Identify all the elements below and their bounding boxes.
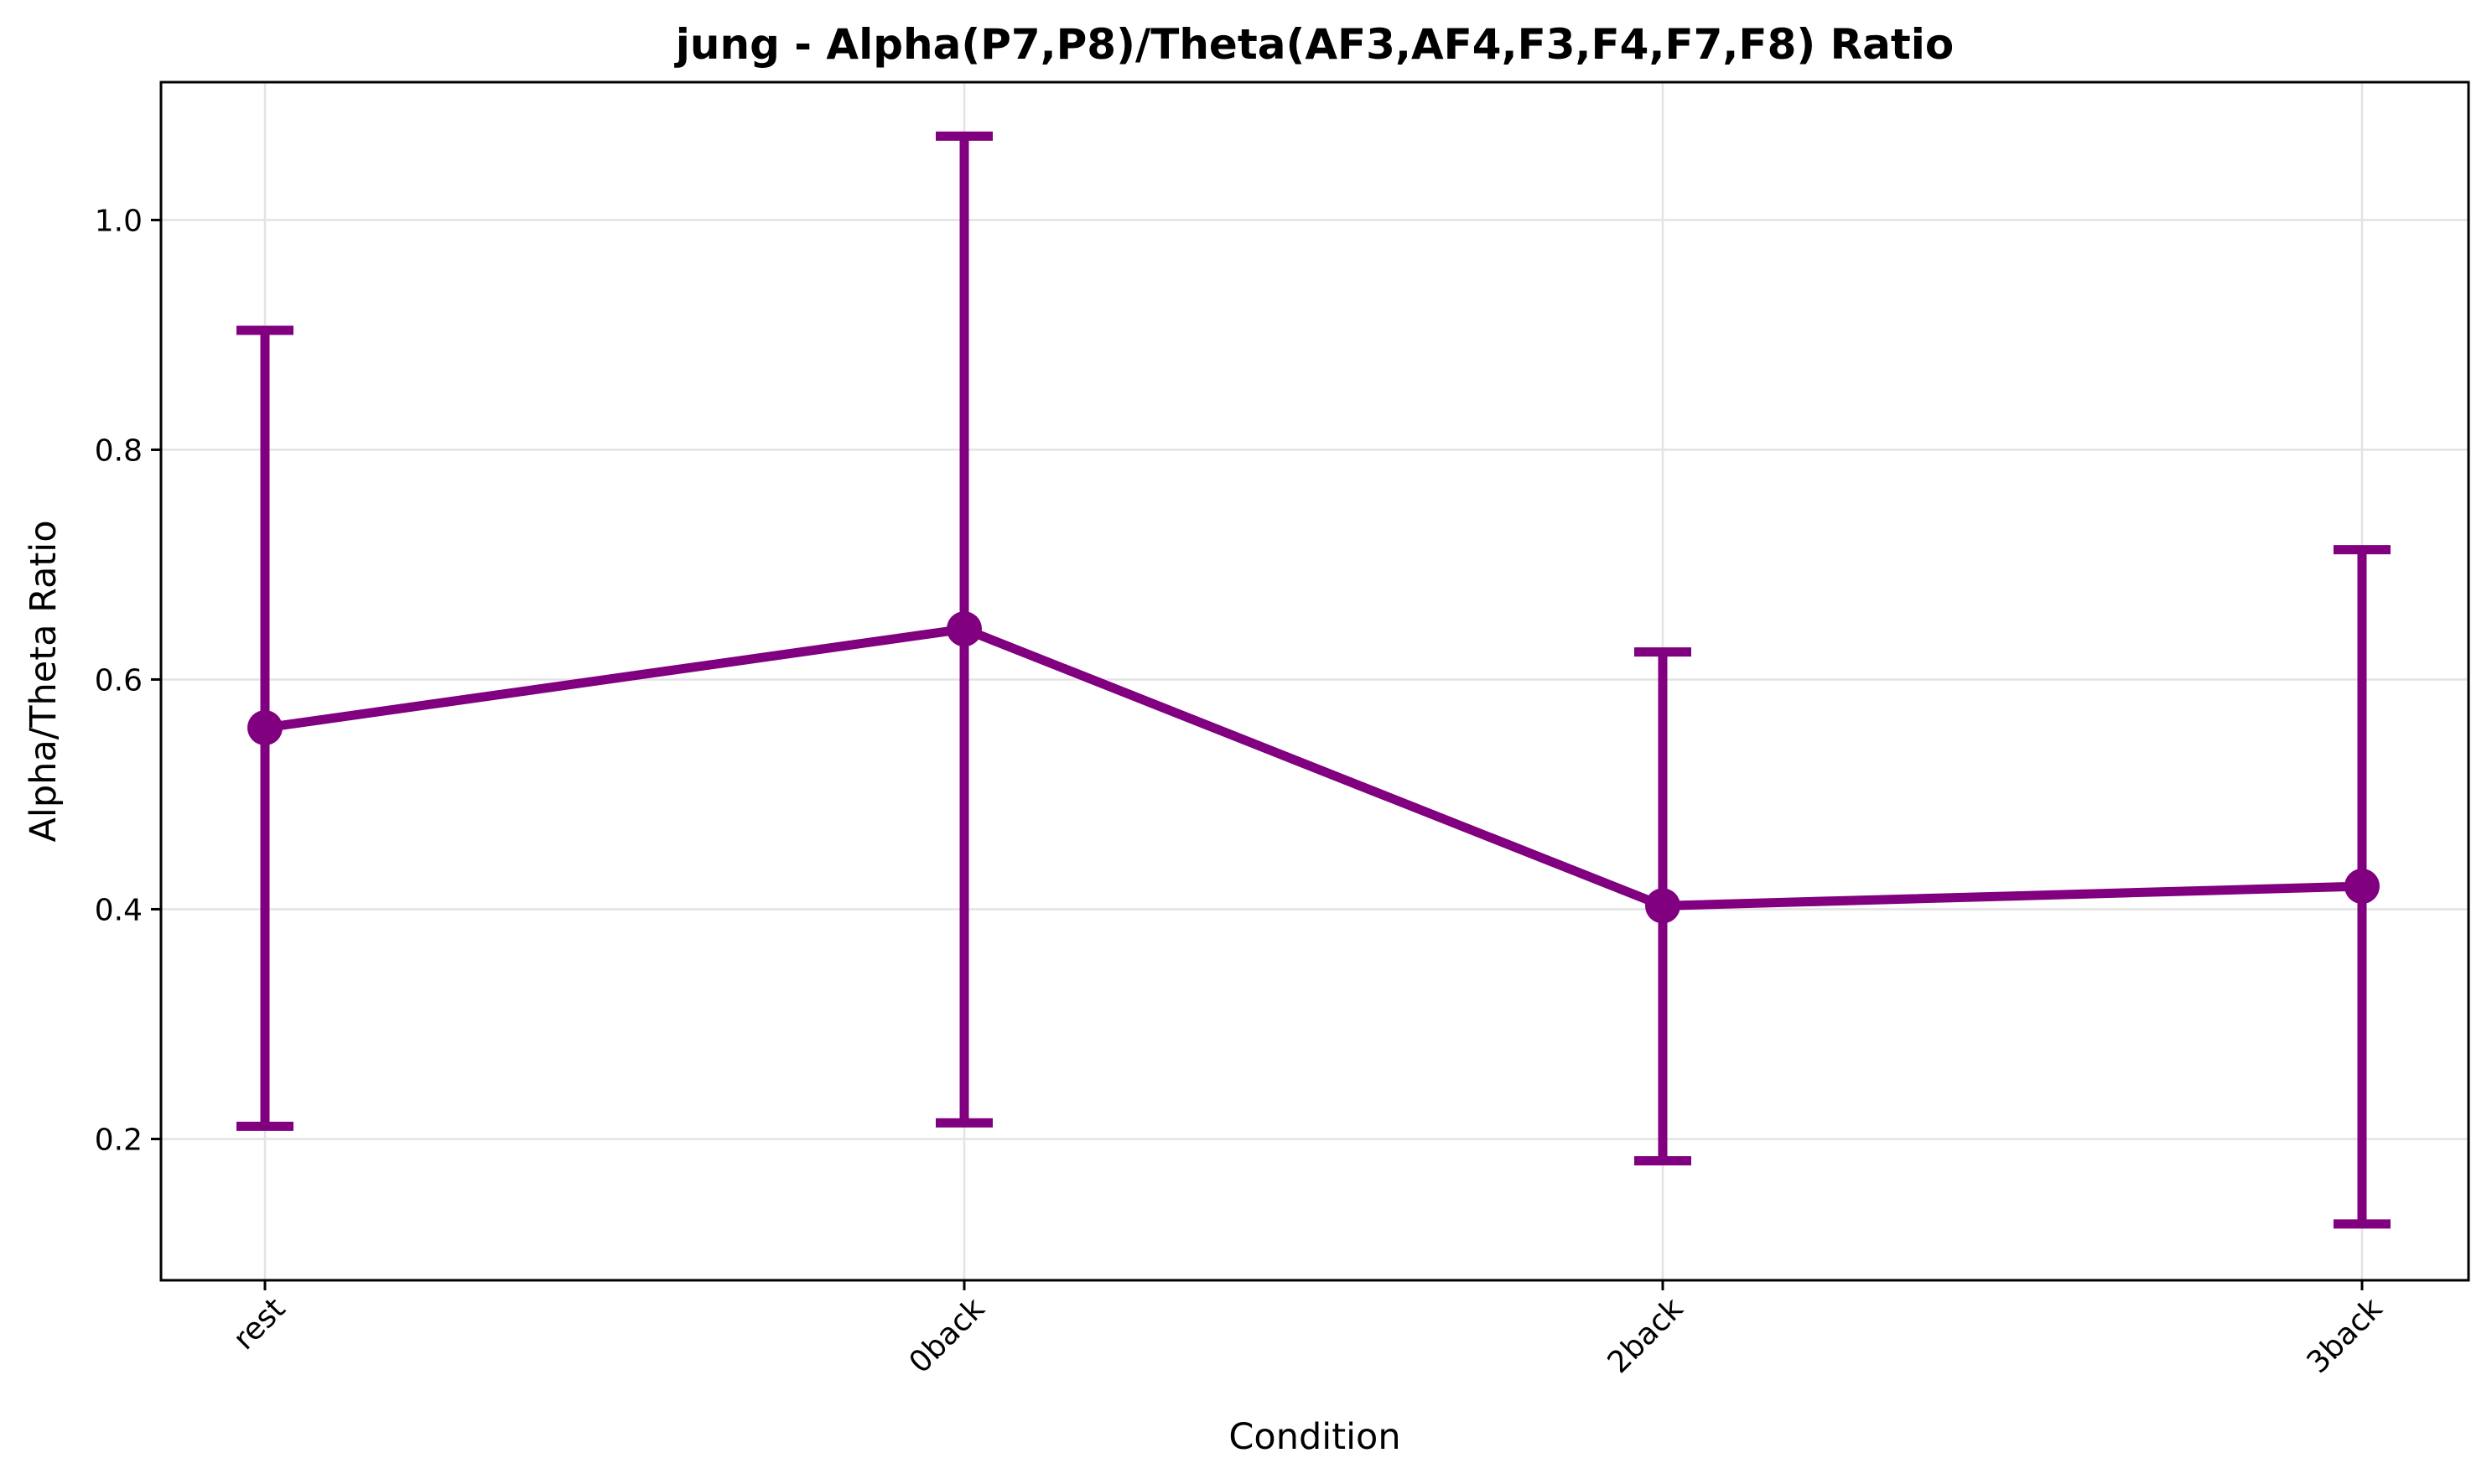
series-layer bbox=[236, 131, 2391, 1229]
data-point-3back bbox=[2344, 869, 2380, 905]
plot-frame bbox=[159, 80, 2470, 1282]
chart-title: jung - Alpha(P7,P8)/Theta(AF3,AF4,F3,F4,… bbox=[674, 20, 1955, 69]
y-tick-label: 0.2 bbox=[95, 1123, 143, 1157]
data-point-rest bbox=[247, 709, 283, 745]
y-tick-label: 0.8 bbox=[95, 433, 143, 468]
x-axis-label: Condition bbox=[1228, 1416, 1400, 1458]
data-point-0back bbox=[947, 611, 982, 647]
y-tick-label: 1.0 bbox=[95, 204, 143, 238]
series-line bbox=[264, 624, 2363, 911]
y-tick-label: 0.4 bbox=[95, 893, 143, 927]
y-tick-label: 0.6 bbox=[95, 663, 143, 698]
y-axis-label: Alpha/Theta Ratio bbox=[23, 521, 65, 843]
data-point-2back bbox=[1645, 888, 1680, 924]
